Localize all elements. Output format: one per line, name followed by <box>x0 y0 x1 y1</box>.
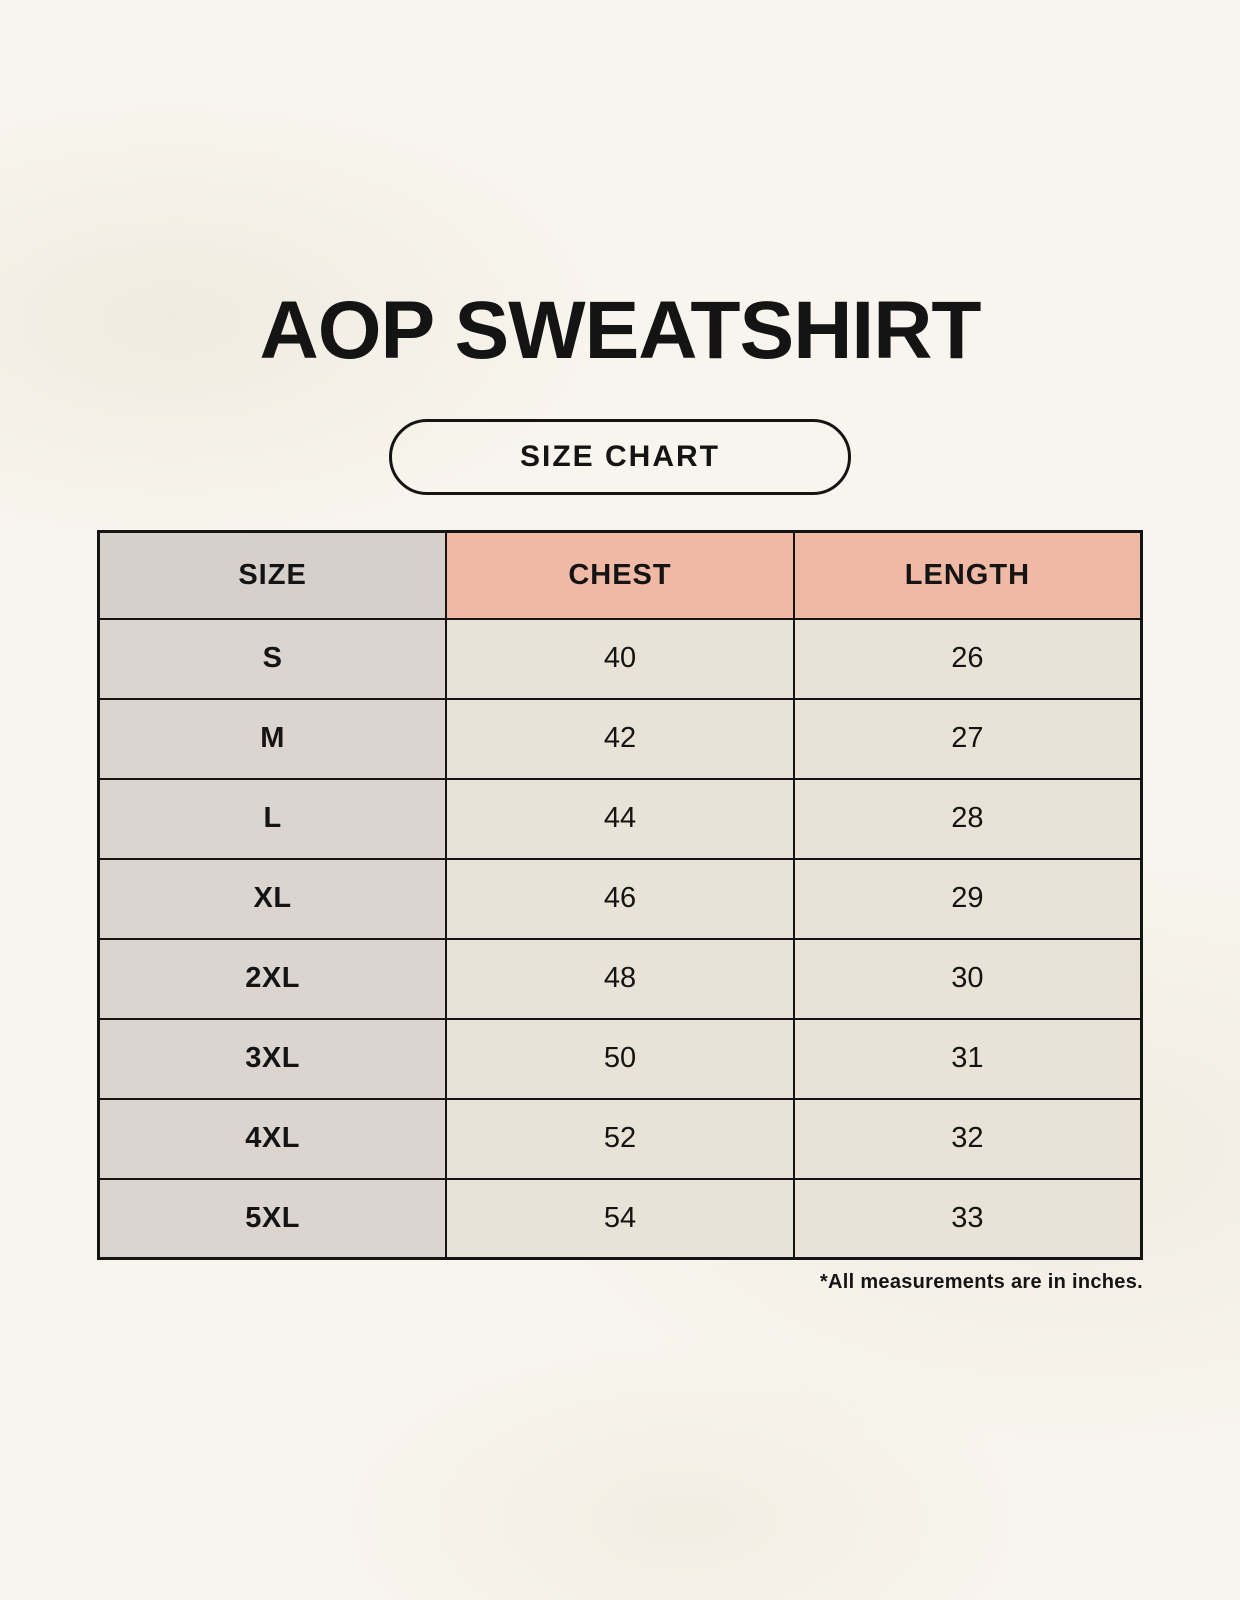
length-cell: 29 <box>792 857 1143 940</box>
chest-cell: 40 <box>445 617 795 700</box>
length-cell: 27 <box>792 697 1143 780</box>
table-row: 3XL 50 31 <box>97 1017 1143 1100</box>
size-cell: 3XL <box>97 1017 448 1100</box>
size-cell: S <box>97 617 448 700</box>
table-row: XL 46 29 <box>97 857 1143 940</box>
size-cell: 5XL <box>97 1177 448 1260</box>
size-chart-badge-label: SIZE CHART <box>520 440 720 473</box>
column-header-chest: CHEST <box>445 530 795 620</box>
page-title: AOP SWEATSHIRT <box>259 285 982 376</box>
length-cell: 28 <box>792 777 1143 860</box>
table-row: 2XL 48 30 <box>97 937 1143 1020</box>
size-table: SIZE CHEST LENGTH S 40 26 M 42 27 L 44 28 XL 46 29 2… <box>97 530 1143 1260</box>
size-chart-poster: AOP SWEATSHIRT SIZE CHART SIZE CHEST LEN… <box>97 285 1143 1293</box>
table-row: M 42 27 <box>97 697 1143 780</box>
table-row: 4XL 52 32 <box>97 1097 1143 1180</box>
size-cell: 4XL <box>97 1097 448 1180</box>
column-header-size: SIZE <box>97 530 448 620</box>
measurement-footnote: *All measurements are in inches. <box>819 1271 1143 1293</box>
length-cell: 33 <box>792 1177 1143 1260</box>
size-cell: 2XL <box>97 937 448 1020</box>
chest-cell: 46 <box>445 857 795 940</box>
chest-cell: 42 <box>445 697 795 780</box>
size-chart-badge: SIZE CHART <box>389 419 851 495</box>
length-cell: 31 <box>792 1017 1143 1100</box>
size-cell: XL <box>97 857 448 940</box>
chest-cell: 44 <box>445 777 795 860</box>
chest-cell: 48 <box>445 937 795 1020</box>
size-cell: L <box>97 777 448 860</box>
chest-cell: 54 <box>445 1177 795 1260</box>
table-header-row: SIZE CHEST LENGTH <box>97 530 1143 620</box>
chest-cell: 50 <box>445 1017 795 1100</box>
size-cell: M <box>97 697 448 780</box>
table-row: L 44 28 <box>97 777 1143 860</box>
table-row: 5XL 54 33 <box>97 1177 1143 1260</box>
length-cell: 30 <box>792 937 1143 1020</box>
size-table-body: S 40 26 M 42 27 L 44 28 XL 46 29 2XL 48 30 3XL 50 31 4XL 52… <box>97 617 1143 1260</box>
chest-cell: 52 <box>445 1097 795 1180</box>
table-row: S 40 26 <box>97 617 1143 700</box>
column-header-length: LENGTH <box>792 530 1143 620</box>
length-cell: 26 <box>792 617 1143 700</box>
length-cell: 32 <box>792 1097 1143 1180</box>
